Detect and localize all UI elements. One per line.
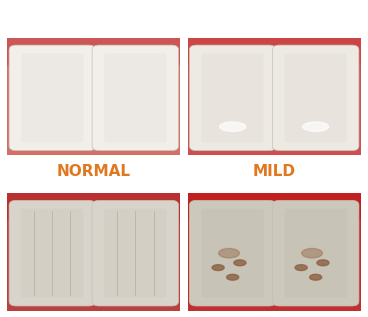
FancyBboxPatch shape: [272, 200, 359, 306]
FancyBboxPatch shape: [104, 53, 166, 142]
FancyBboxPatch shape: [284, 53, 347, 142]
FancyBboxPatch shape: [190, 200, 276, 306]
FancyBboxPatch shape: [92, 200, 178, 306]
FancyBboxPatch shape: [21, 53, 84, 142]
Ellipse shape: [303, 122, 329, 132]
FancyBboxPatch shape: [9, 45, 96, 151]
FancyBboxPatch shape: [284, 209, 347, 298]
FancyBboxPatch shape: [104, 209, 166, 298]
FancyBboxPatch shape: [202, 209, 264, 298]
Ellipse shape: [212, 265, 224, 270]
FancyBboxPatch shape: [190, 45, 276, 151]
FancyBboxPatch shape: [21, 209, 84, 298]
Ellipse shape: [295, 265, 307, 270]
FancyBboxPatch shape: [272, 45, 359, 151]
Ellipse shape: [234, 260, 246, 266]
Bar: [7, 38, 180, 64]
Ellipse shape: [317, 260, 329, 266]
Ellipse shape: [227, 274, 239, 280]
Bar: [188, 193, 361, 219]
FancyBboxPatch shape: [92, 45, 178, 151]
Ellipse shape: [219, 249, 240, 258]
Ellipse shape: [302, 249, 322, 258]
Text: MILD: MILD: [253, 164, 296, 179]
Ellipse shape: [309, 274, 322, 280]
Bar: [188, 38, 361, 64]
FancyBboxPatch shape: [202, 53, 264, 142]
Text: NORMAL: NORMAL: [57, 164, 131, 179]
Bar: [7, 193, 180, 219]
FancyBboxPatch shape: [9, 200, 96, 306]
Ellipse shape: [220, 122, 245, 132]
